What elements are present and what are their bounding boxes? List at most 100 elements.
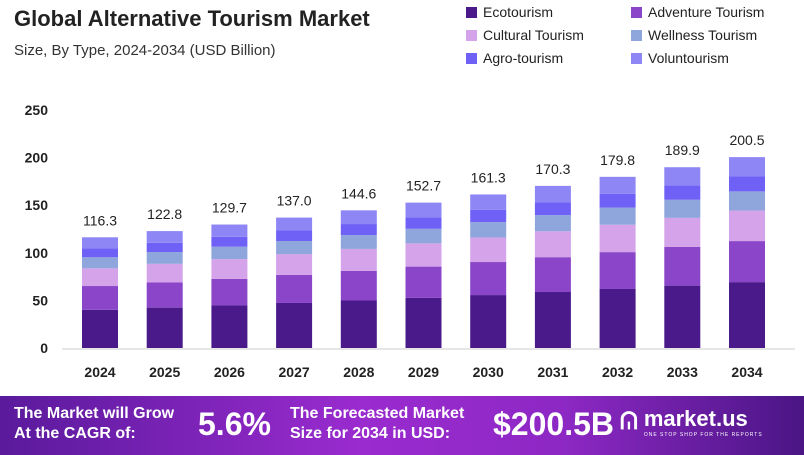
legend-item: Wellness Tourism [631,27,796,43]
bar-segment [599,193,636,208]
bar-segment [534,202,571,216]
bar-segment [146,242,183,253]
bar-segment [82,237,118,249]
logo-icon: ᕬ [620,408,638,435]
legend-label: Adventure Tourism [648,4,765,20]
data-label: 137.0 [277,193,312,209]
legend-label: Voluntourism [648,50,729,66]
legend-item: Ecotourism [466,4,631,20]
legend-item: Agro-tourism [466,50,631,66]
bar-segment [405,297,442,348]
market-us-logo: ᕬ market.us ONE STOP SHOP FOR THE REPORT… [620,406,763,438]
bar-segment [211,236,248,247]
forecast-value: $200.5B [493,406,614,442]
y-tick-label: 0 [40,340,48,356]
bar-segment [664,285,701,348]
bar-segment [534,292,571,348]
data-label: 161.3 [471,169,506,185]
x-tick-label: 2033 [667,364,698,380]
bar-segment [276,254,313,275]
bar-segment [211,224,248,237]
bar-segment [146,307,183,348]
x-tick-label: 2025 [149,364,180,380]
bar-segment [146,252,183,264]
bar-segment [470,194,507,210]
bar-segment [340,235,377,249]
logo-tagline: ONE STOP SHOP FOR THE REPORTS [643,432,763,438]
bar-segment [470,209,507,223]
legend-swatch [631,29,642,41]
data-label: 170.3 [535,161,570,177]
bar-segment [534,185,571,203]
bar-segment [146,231,183,243]
bar-segment [146,282,183,308]
forecast-label-line1: The Forecasted Market [290,405,465,422]
x-tick-label: 2030 [473,364,504,380]
y-tick-label: 200 [25,150,49,166]
y-tick-label: 250 [25,102,49,118]
bar-segment [405,217,442,229]
legend-swatch [466,52,477,64]
bar-segment [405,243,442,267]
bar-segment [599,207,636,225]
data-label: 200.5 [729,132,764,148]
bar-segment [534,215,571,232]
x-tick-label: 2034 [731,364,762,380]
legend-swatch [631,52,642,64]
chart-subtitle: Size, By Type, 2024-2034 (USD Billion) [14,42,276,59]
bar-segment [664,246,701,286]
bar-segment [664,185,701,200]
bar-segment [276,240,313,255]
bar-segment [211,259,248,279]
bar-segment [599,224,636,253]
chart-title: Global Alternative Tourism Market [14,6,370,31]
summary-banner: The Market will Grow At the CAGR of: 5.6… [0,396,804,455]
bar-segment [340,224,377,236]
legend-label: Wellness Tourism [648,27,758,43]
bar-segment [664,167,701,186]
bar-segment [82,257,118,269]
bar-segment [664,199,701,218]
legend-swatch [631,6,642,18]
bar-segment [340,210,377,225]
bar-segment [470,222,507,238]
bar-segment [211,305,248,348]
bar-segment [276,274,313,303]
bar-segment [729,191,765,211]
bar-segment [470,295,507,348]
legend-item: Adventure Tourism [631,4,796,20]
bar-segment [340,270,377,301]
y-tick-label: 100 [25,245,49,261]
bar-segment [405,228,442,244]
legend-label: Agro-tourism [483,50,564,66]
x-tick-label: 2026 [214,364,245,380]
x-tick-label: 2028 [343,364,374,380]
bar-segment [599,288,636,348]
x-tick-label: 2027 [279,364,310,380]
x-tick-label: 2031 [537,364,568,380]
bar-segment [534,231,571,258]
bar-segment [340,300,377,348]
legend: Ecotourism Adventure Tourism Cultural Tour… [466,4,796,66]
bar-segment [146,263,183,283]
bar-segment [599,176,636,194]
data-label: 122.8 [147,206,182,222]
data-label: 189.9 [665,142,700,158]
bar-segment [276,217,313,231]
bar-segment [82,286,118,310]
legend-swatch [466,6,477,18]
bar-segment [470,237,507,263]
y-tick-label: 50 [32,292,48,308]
bar-segment [729,241,765,283]
data-label: 116.3 [83,212,117,228]
bar-segment [82,268,118,287]
data-label: 152.7 [406,178,441,194]
bar-segment [276,230,313,241]
data-label: 129.7 [212,200,247,216]
bar-segment [729,176,765,192]
bar-segment [276,302,313,348]
bar-segment [729,282,765,348]
legend-item: Cultural Tourism [466,27,631,43]
bar-segment [211,278,248,306]
bar-segment [340,248,377,271]
